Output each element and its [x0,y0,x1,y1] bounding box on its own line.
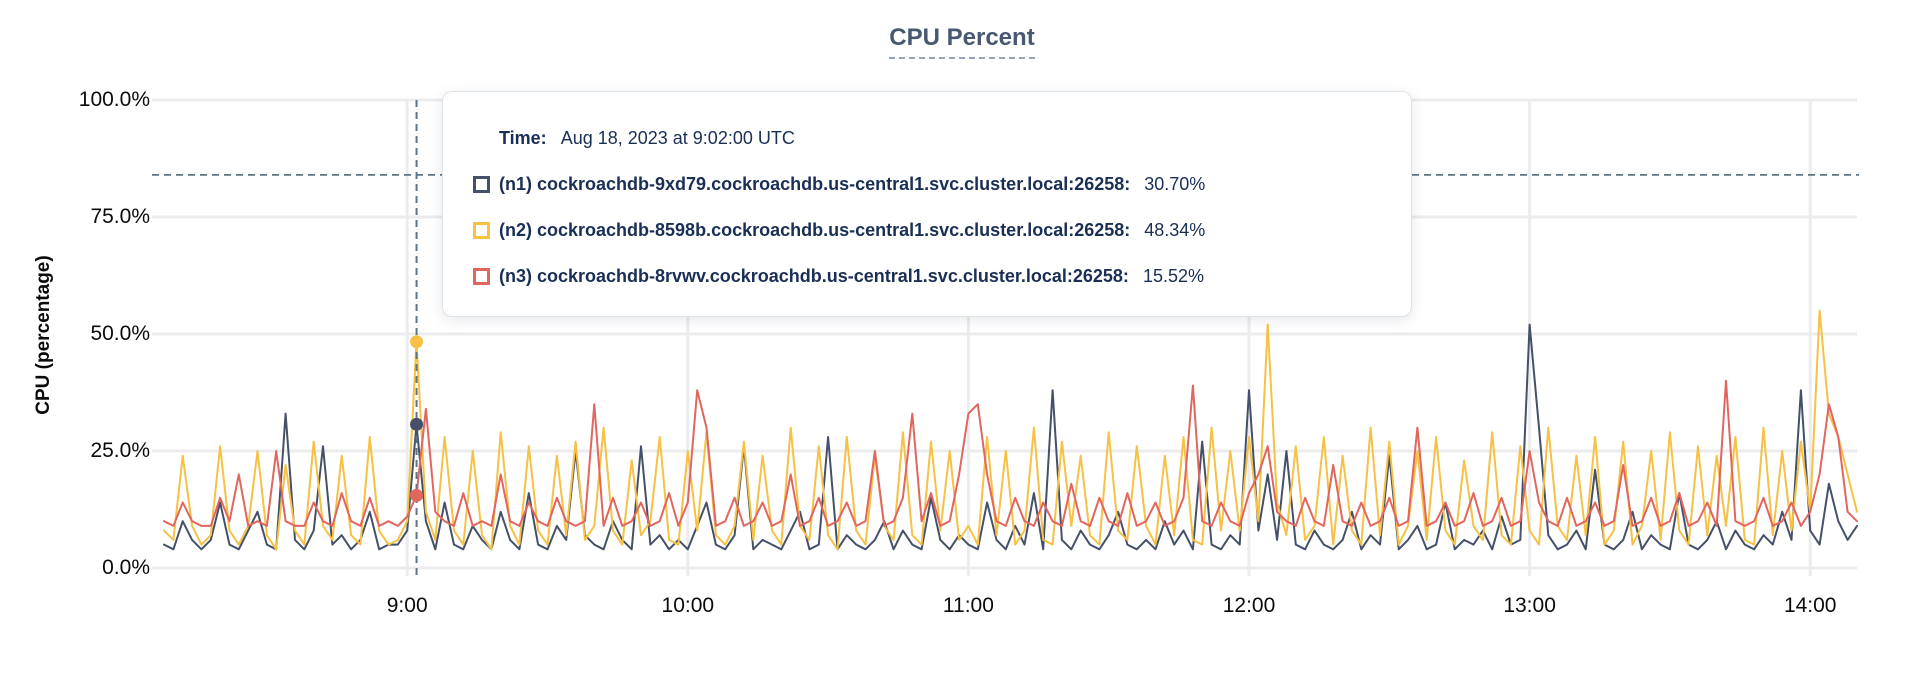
tooltip-series-n3-label: (n3) cockroachdb-8rvwv.cockroachdb.us-ce… [499,265,1129,286]
tooltip-series-n1-value: 30.70% [1144,173,1206,194]
tooltip-series-n2-label: (n2) cockroachdb-8598b.cockroachdb.us-ce… [499,219,1131,240]
tooltip-series-n3-value: 15.52% [1142,265,1204,286]
series-n3-swatch-icon [473,267,490,285]
series-n2-swatch-icon [473,221,490,239]
chart-title[interactable]: CPU Percent [889,24,1035,59]
series-n1-swatch-icon [473,175,490,193]
x-tick-label-14:00: 14:00 [1783,594,1837,617]
series-line-n1 [163,323,1858,551]
tooltip-series-n1-label: (n1) cockroachdb-9xd79.cockroachdb.us-ce… [499,173,1131,194]
tooltip-time-row: Time: Aug 18, 2023 at 9:02:00 UTC [443,115,1411,161]
tooltip-time-label: Time: [499,127,547,148]
y-tick-label-100.0%: 100.0% [78,88,150,111]
x-tick-label-12:00: 12:00 [1222,594,1276,617]
y-tick-label-0.0%: 0.0% [102,556,150,579]
tooltip-series-row-n2: (n2) cockroachdb-8598b.cockroachdb.us-ce… [443,207,1411,253]
series-line-n3 [163,379,1858,527]
tooltip-series-n2-value: 48.34% [1144,219,1206,240]
x-tick-label-10:00: 10:00 [661,594,715,617]
x-tick-label-11:00: 11:00 [942,594,994,617]
tooltip-series-row-n1: (n1) cockroachdb-9xd79.cockroachdb.us-ce… [443,161,1411,207]
tooltip-time-value: Aug 18, 2023 at 9:02:00 UTC [560,127,795,148]
x-tick-label-9:00: 9:00 [386,594,428,617]
hover-tooltip: Time: Aug 18, 2023 at 9:02:00 UTC (n1) c… [442,91,1412,317]
cursor-dot-n3 [410,488,424,502]
cursor-dot-n2 [410,335,424,349]
chart-header: CPU Percent [0,24,1924,59]
cursor-dot-n1 [410,417,424,431]
y-tick-label-75.0%: 75.0% [90,205,150,228]
x-tick-label-13:00: 13:00 [1503,594,1556,617]
y-tick-label-50.0%: 50.0% [90,322,150,345]
y-tick-label-25.0%: 25.0% [90,439,150,462]
tooltip-series-row-n3: (n3) cockroachdb-8rvwv.cockroachdb.us-ce… [443,253,1411,299]
series-line-n2 [163,309,1858,551]
